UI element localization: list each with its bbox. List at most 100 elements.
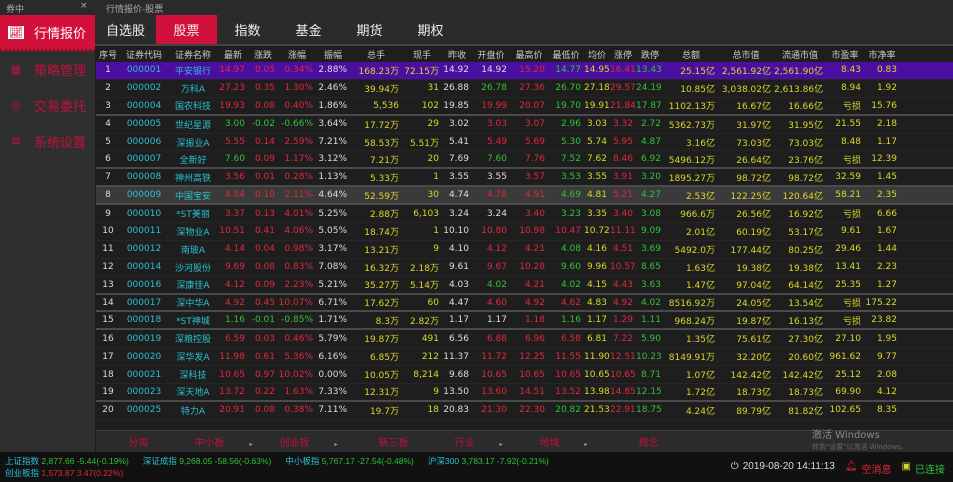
- table-row[interactable]: 10 000011 深物业A 10.51 0.41 4.06% 5.05% 18.74万 1 10…: [96, 223, 953, 241]
- table-row[interactable]: 13 000016 深康佳A 4.12 0.09 2.23% 5.21% 35.27万 5.14…: [96, 277, 953, 295]
- column-header[interactable]: 证券代码: [125, 51, 162, 61]
- index-name: 沪深300: [427, 455, 460, 466]
- column-header[interactable]: 均价: [587, 51, 606, 61]
- column-header[interactable]: 涨幅: [287, 51, 306, 61]
- table-row[interactable]: 16 000019 深粮控股 6.59 0.03 0.46% 5.79% 19.87万 491 6…: [96, 330, 953, 349]
- column-header[interactable]: 现手: [412, 51, 431, 61]
- cell-总市值: 97.04亿: [736, 281, 771, 292]
- table-row[interactable]: 15 000018 *ST神城 1.16 -0.01 -0.85% 1.71% 8.3万 2.8…: [96, 312, 953, 331]
- table-row[interactable]: 5 000006 深振业A 5.55 0.14 2.59% 7.21% 58.53万 5.51万…: [96, 134, 953, 152]
- cell-涨停: 10.57: [610, 262, 636, 273]
- index-3[interactable]: 沪深300 3,783.17 -7.92(-0.21%): [428, 456, 549, 467]
- cell-昨收: 14.92: [443, 65, 469, 76]
- bottom-tab-4[interactable]: 行业 ▸: [436, 434, 521, 449]
- tab-5[interactable]: 期权: [417, 24, 444, 39]
- cell-总额: 10.85亿: [680, 84, 715, 95]
- column-header[interactable]: 开盘价: [477, 51, 505, 61]
- column-header[interactable]: 跌停: [640, 51, 659, 61]
- cell-现手: 5.51万: [409, 138, 439, 149]
- index-1[interactable]: 深证成指 9,268.05 -58.56(-0.63%): [143, 456, 272, 467]
- messages-status[interactable]: 空消息: [861, 465, 892, 476]
- bottom-tab-3[interactable]: 新三板: [351, 434, 436, 449]
- cell-涨幅: 1.63%: [284, 386, 313, 397]
- cell-最高价: 6.96: [524, 333, 545, 344]
- cell-昨收: 3.55: [448, 172, 469, 183]
- column-header[interactable]: 最低价: [552, 51, 580, 61]
- bottom-tab-6[interactable]: 概念: [606, 434, 691, 449]
- cell-涨停: 4.51: [612, 244, 633, 255]
- index-0[interactable]: 上证指数 2,877.66 -5.44(-0.19%): [5, 456, 129, 467]
- tab-0[interactable]: 自选股: [105, 24, 145, 39]
- table-row[interactable]: 4 000005 世纪星源 3.00 -0.02 -0.66% 3.64% 17.72万 29 3…: [96, 116, 953, 134]
- cell-证券代码: 000020: [126, 351, 162, 362]
- table-row[interactable]: 18 000021 深科技 10.65 0.97 10.02% 0.00% 10.05万 8,2…: [96, 366, 953, 385]
- cell-总手: 6.85万: [369, 353, 399, 364]
- cell-最低价: 4.08: [560, 244, 581, 255]
- sidebar-item-0[interactable]: 📈︎ 行情报价: [0, 15, 95, 51]
- tab-2[interactable]: 指数: [234, 24, 261, 39]
- table-row[interactable]: 2 000002 万科A 27.23 0.35 1.30% 2.46% 39.94万 31 26.…: [96, 80, 953, 98]
- column-header[interactable]: 总额: [681, 51, 700, 61]
- table-row[interactable]: 3 000004 国农科技 19.93 0.08 0.40% 1.86% 5,536 102 19…: [96, 98, 953, 116]
- column-header[interactable]: 涨跌: [253, 51, 272, 61]
- column-header[interactable]: 序号: [98, 51, 117, 61]
- index-2[interactable]: 中小板指 5,767.17 -27.54(-0.48%): [285, 456, 414, 467]
- column-header[interactable]: 振幅: [323, 51, 342, 61]
- bottom-tab-5[interactable]: 地域 ▸: [521, 434, 606, 449]
- cell-总手: 16.32万: [364, 263, 399, 274]
- column-header[interactable]: 总手: [366, 51, 385, 61]
- column-header[interactable]: 最高价: [515, 51, 543, 61]
- close-icon[interactable]: ×: [80, 1, 88, 11]
- tab-1[interactable]: 股票: [156, 15, 217, 44]
- column-header[interactable]: 昨收: [447, 51, 466, 61]
- cell-证券名称: 世纪星源: [174, 120, 211, 131]
- table-row[interactable]: 19 000023 深天地A 13.72 0.22 1.63% 7.33% 12.31万 9 13…: [96, 384, 953, 402]
- cell-均价: 3.55: [586, 172, 607, 183]
- table-row[interactable]: 17 000020 深华发A 11.98 0.61 5.36% 6.16% 6.85万 212 1…: [96, 348, 953, 367]
- table-row[interactable]: 11 000012 南玻A 4.14 0.04 0.98% 3.17% 13.21万 9 4.10…: [96, 241, 953, 259]
- cell-总额: 966.6万: [680, 210, 715, 221]
- strategy-icon: ▦: [10, 62, 22, 76]
- column-header[interactable]: 市盈率: [831, 51, 859, 61]
- column-header[interactable]: 流通市值: [781, 51, 818, 61]
- table-row[interactable]: 8 000009 中国宝安 4.84 0.10 2.11% 4.64% 52.59万 30 4.7…: [96, 187, 953, 206]
- sidebar: 📈︎ 行情报价 ▦ 策略管理 ◎ 交易委托 ⚙ 系统设置: [0, 15, 95, 452]
- sidebar-item-3[interactable]: ⚙ 系统设置: [0, 123, 95, 159]
- column-header[interactable]: 证券名称: [174, 51, 211, 61]
- index-4[interactable]: 创业板指 1,573.87 3.47(0.22%): [5, 468, 123, 479]
- cell-证券代码: 000011: [126, 226, 162, 237]
- column-header[interactable]: 最新: [223, 51, 242, 61]
- bottom-tab-0[interactable]: 分类: [96, 434, 181, 449]
- table-row[interactable]: 14 000017 深中华A 4.92 0.45 10.07% 6.71% 17.62万 60 4…: [96, 295, 953, 313]
- cell-均价: 4.15: [586, 279, 607, 290]
- cell-涨幅: 1.17%: [284, 154, 313, 165]
- table-row[interactable]: 6 000007 全新好 7.60 0.09 1.17% 3.12% 7.21万 20 7.69 7…: [96, 151, 953, 170]
- cell-证券名称: 深康佳A: [176, 281, 210, 292]
- cell-序号: 8: [105, 190, 111, 201]
- cell-最低价: 4.62: [560, 297, 581, 308]
- table-row[interactable]: 7 000008 神州高铁 3.56 0.01 0.28% 1.13% 5.33万 1 3.55 3…: [96, 169, 953, 188]
- column-header[interactable]: 总市值: [732, 51, 760, 61]
- column-header[interactable]: 市净率: [868, 51, 896, 61]
- triangle-right-icon: ▸: [249, 441, 253, 448]
- table-row[interactable]: 12 000014 沙河股份 9.69 0.08 0.83% 7.08% 16.32万 2.18…: [96, 259, 953, 277]
- cell-流通市值: 27.30亿: [788, 335, 823, 346]
- cell-市盈率: 961.62: [829, 351, 862, 362]
- bell-icon[interactable]: 🔔︎: [844, 461, 858, 472]
- table-row[interactable]: 20 000025 特力A 20.91 0.08 0.38% 7.11% 19.7万 18 20.…: [96, 402, 953, 420]
- table-row[interactable]: 9 000010 *ST美丽 3.37 0.13 4.01% 5.25% 2.88万 6,103…: [96, 205, 953, 224]
- bottom-tab-1[interactable]: 中小板 ▸: [181, 434, 266, 449]
- cell-证券名称: 深科技: [179, 371, 207, 382]
- tab-3[interactable]: 基金: [295, 24, 322, 39]
- bottom-tab-2[interactable]: 创业板 ▸: [266, 434, 351, 449]
- column-header[interactable]: 涨停: [613, 51, 632, 61]
- cell-昨收: 26.88: [443, 83, 469, 94]
- sidebar-item-1[interactable]: ▦ 策略管理: [0, 51, 95, 87]
- cell-证券代码: 000001: [126, 65, 162, 76]
- table-row[interactable]: 1 000001 平安银行 14.97 0.05 0.34% 2.88% 168.23万 72.…: [96, 62, 953, 80]
- tab-4[interactable]: 期货: [356, 24, 383, 39]
- cell-均价: 3.03: [586, 119, 607, 130]
- sidebar-item-2[interactable]: ◎ 交易委托: [0, 87, 95, 123]
- cell-总市值: 18.73亿: [736, 388, 771, 399]
- cell-总市值: 142.42亿: [730, 371, 772, 382]
